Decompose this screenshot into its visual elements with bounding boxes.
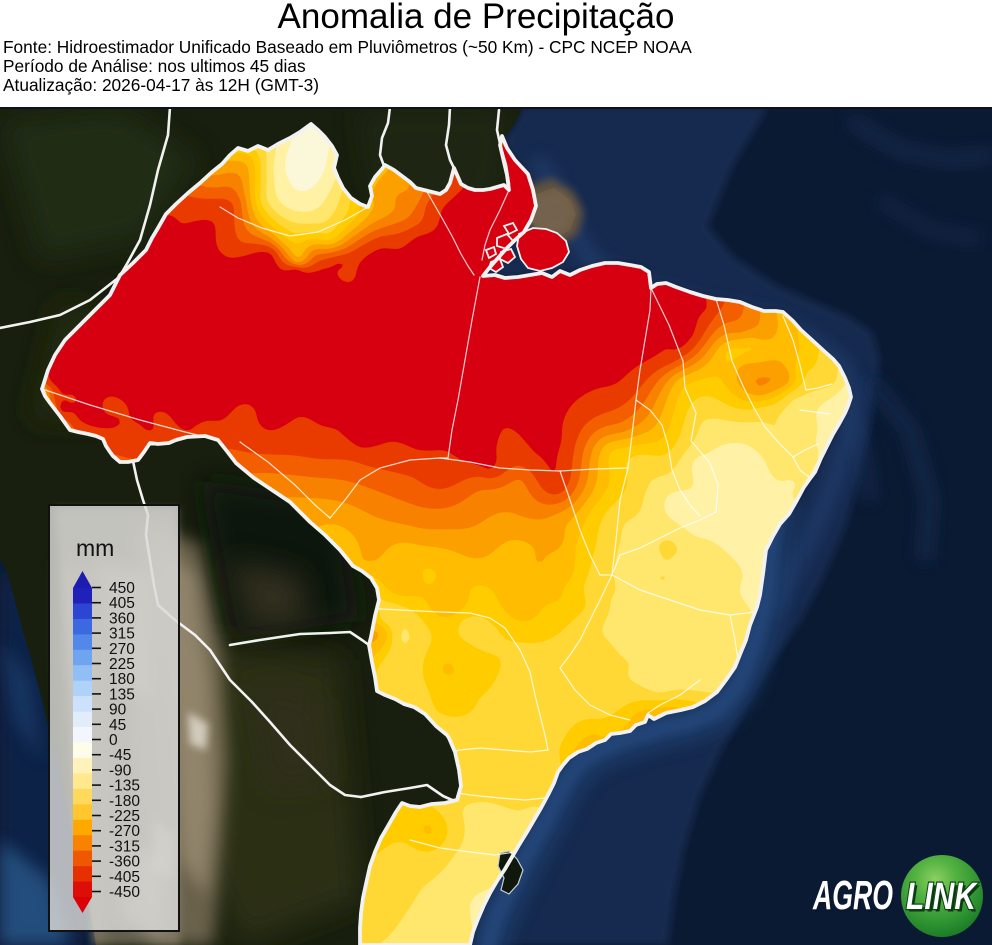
svg-text:-90: -90 [109,762,132,779]
svg-text:180: 180 [109,671,135,688]
svg-text:AGRO: AGRO [815,875,896,921]
svg-text:-270: -270 [109,823,140,840]
svg-text:-315: -315 [109,838,140,855]
svg-text:270: 270 [109,641,135,658]
svg-text:-225: -225 [109,808,140,825]
svg-text:450: 450 [109,580,135,597]
svg-text:-450: -450 [109,884,140,901]
svg-text:45: 45 [109,717,126,734]
svg-text:LINK: LINK [909,879,981,921]
svg-text:-180: -180 [109,793,140,810]
svg-text:AGRO: AGRO [812,872,893,918]
svg-text:315: 315 [109,626,135,643]
svg-text:0: 0 [109,732,118,749]
svg-text:360: 360 [109,610,135,627]
svg-text:mm: mm [76,535,114,561]
svg-text:225: 225 [109,656,135,673]
svg-text:-405: -405 [109,869,140,886]
svg-text:135: 135 [109,686,135,703]
svg-text:90: 90 [109,702,127,719]
svg-text:405: 405 [109,595,135,612]
svg-text:-360: -360 [109,854,140,871]
svg-text:-45: -45 [109,747,131,764]
svg-text:LINK: LINK [906,876,978,918]
svg-text:-135: -135 [109,778,140,795]
